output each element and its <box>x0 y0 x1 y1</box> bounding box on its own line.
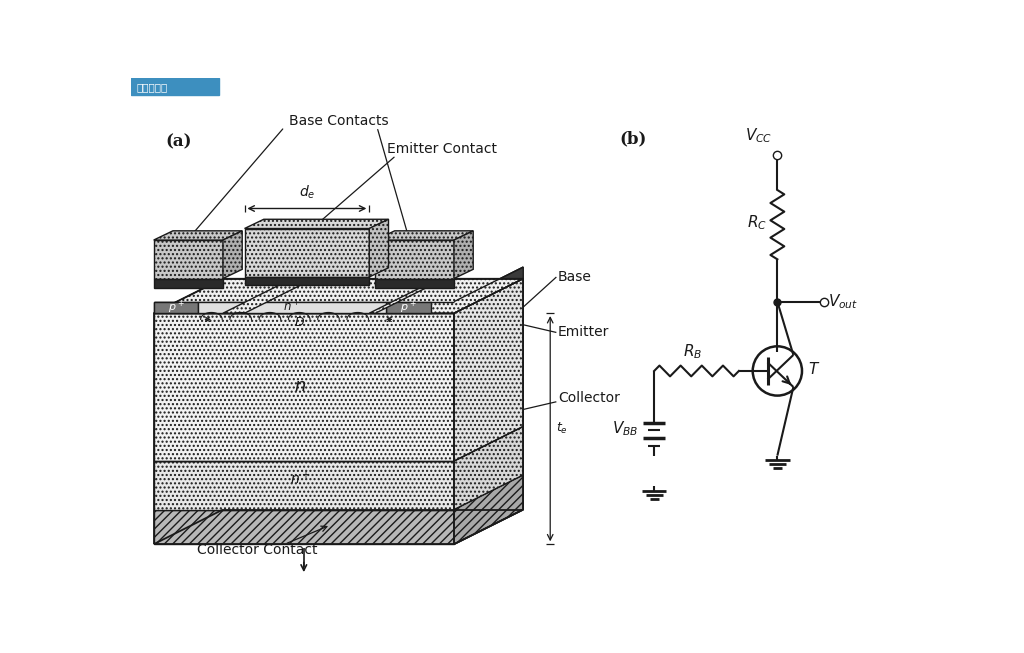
Text: Collector Contact: Collector Contact <box>198 543 317 556</box>
Polygon shape <box>154 279 523 313</box>
Polygon shape <box>154 509 454 544</box>
Bar <box>245 277 370 285</box>
Text: $T$: $T$ <box>808 361 820 377</box>
Bar <box>154 240 223 279</box>
Bar <box>154 302 199 313</box>
Text: $V_{CC}$: $V_{CC}$ <box>745 126 773 144</box>
Text: $p^+$: $p^+$ <box>400 298 417 315</box>
Text: (b): (b) <box>620 130 647 147</box>
Polygon shape <box>370 279 444 313</box>
Text: Emitter: Emitter <box>558 325 609 340</box>
Text: $R_B$: $R_B$ <box>683 342 702 361</box>
Text: $d_e$: $d_e$ <box>299 183 315 200</box>
Polygon shape <box>154 313 454 461</box>
Text: $n^+$: $n^+$ <box>290 470 310 487</box>
Polygon shape <box>454 279 523 461</box>
Bar <box>131 78 153 92</box>
Polygon shape <box>223 279 313 313</box>
Polygon shape <box>245 219 388 229</box>
Text: $R_C$: $R_C$ <box>746 214 767 232</box>
Polygon shape <box>154 302 454 313</box>
Text: $n^+$: $n^+$ <box>284 299 301 315</box>
Bar <box>154 279 223 288</box>
Text: Emitter Contact: Emitter Contact <box>387 142 498 156</box>
Polygon shape <box>454 475 523 544</box>
Bar <box>131 78 219 95</box>
Polygon shape <box>223 231 243 279</box>
Text: $V_{BB}$: $V_{BB}$ <box>612 419 639 438</box>
Polygon shape <box>454 426 523 509</box>
Polygon shape <box>454 267 523 313</box>
Text: Base Contacts: Base Contacts <box>289 114 388 128</box>
Text: D: D <box>295 316 305 329</box>
Bar <box>376 279 454 288</box>
Text: 查看元数据: 查看元数据 <box>137 82 168 92</box>
Text: $p^+$: $p^+$ <box>168 298 184 315</box>
Polygon shape <box>454 231 473 279</box>
Polygon shape <box>154 461 454 509</box>
Text: Collector: Collector <box>558 391 620 405</box>
Text: $t_e$: $t_e$ <box>556 421 567 436</box>
Text: (a): (a) <box>165 133 191 150</box>
Polygon shape <box>376 231 473 240</box>
Bar <box>199 302 386 313</box>
Polygon shape <box>370 219 388 277</box>
Bar <box>245 229 370 277</box>
Text: Base: Base <box>558 270 592 284</box>
Bar <box>376 240 454 279</box>
Text: $V_{out}$: $V_{out}$ <box>828 293 858 311</box>
Bar <box>386 302 431 313</box>
Text: $n$: $n$ <box>294 377 306 395</box>
Polygon shape <box>154 231 243 240</box>
